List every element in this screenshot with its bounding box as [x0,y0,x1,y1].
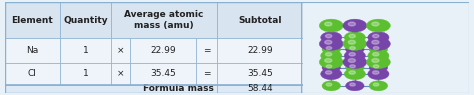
Text: ×: × [117,46,124,55]
Circle shape [372,40,379,44]
Text: Quantity: Quantity [63,16,108,25]
Bar [5,63,60,85]
Circle shape [344,68,365,80]
Bar [111,63,130,85]
Bar [196,63,217,85]
Circle shape [319,37,343,50]
Circle shape [325,40,332,44]
Bar [217,63,303,85]
Circle shape [326,53,332,56]
Text: 1: 1 [82,69,88,78]
Text: =: = [202,46,210,55]
Circle shape [319,56,343,69]
Bar [196,38,217,63]
Bar [217,85,303,93]
Bar [5,38,60,63]
Text: Formula mass: Formula mass [143,84,214,93]
Circle shape [326,47,332,50]
Circle shape [343,19,367,32]
Circle shape [350,83,356,86]
Bar [111,38,130,63]
Circle shape [344,32,365,43]
Circle shape [346,63,364,73]
Bar [60,63,111,85]
Circle shape [348,22,356,26]
Bar [130,63,196,85]
Circle shape [369,63,388,73]
Text: =: = [202,69,210,78]
Circle shape [321,50,342,61]
Circle shape [366,37,391,50]
Text: 35.45: 35.45 [247,69,273,78]
Bar [217,38,303,63]
Circle shape [373,71,379,74]
Circle shape [346,44,364,54]
Text: Element: Element [11,16,53,25]
Circle shape [373,53,379,56]
Circle shape [348,40,356,44]
Bar [60,38,111,63]
Text: Subtotal: Subtotal [238,16,282,25]
Circle shape [348,59,356,62]
Circle shape [372,59,379,62]
Circle shape [368,68,389,80]
Circle shape [322,63,340,73]
Text: 35.45: 35.45 [150,69,176,78]
Circle shape [366,19,391,32]
Circle shape [326,83,332,86]
Text: Na: Na [26,46,38,55]
Text: 58.44: 58.44 [247,84,273,93]
Circle shape [326,71,332,74]
Circle shape [326,34,332,38]
Text: Cl: Cl [28,69,37,78]
Bar [130,38,196,63]
Bar [217,2,303,38]
Circle shape [350,47,356,50]
Circle shape [374,65,379,68]
Circle shape [372,22,379,26]
Circle shape [325,59,332,62]
Circle shape [326,65,332,68]
Circle shape [322,81,340,91]
Text: 22.99: 22.99 [247,46,273,55]
Circle shape [369,81,388,91]
Circle shape [349,71,356,74]
Circle shape [349,34,356,38]
Bar [5,85,217,93]
Text: Average atomic
mass (amu): Average atomic mass (amu) [124,10,203,30]
Circle shape [343,56,367,69]
Circle shape [374,47,379,50]
Text: 22.99: 22.99 [150,46,176,55]
Circle shape [374,83,379,86]
Circle shape [343,37,367,50]
Circle shape [319,19,343,32]
Circle shape [346,81,364,91]
Circle shape [369,44,388,54]
Circle shape [321,32,342,43]
Bar [60,2,111,38]
Circle shape [373,34,379,38]
Circle shape [349,53,356,56]
Bar [111,2,217,38]
Circle shape [321,68,342,80]
Circle shape [368,50,389,61]
Circle shape [325,22,332,26]
Text: ×: × [117,69,124,78]
Bar [5,2,60,38]
Circle shape [368,32,389,43]
Circle shape [366,56,391,69]
Circle shape [350,65,356,68]
Circle shape [322,44,340,54]
Circle shape [344,50,365,61]
Text: 1: 1 [82,46,88,55]
